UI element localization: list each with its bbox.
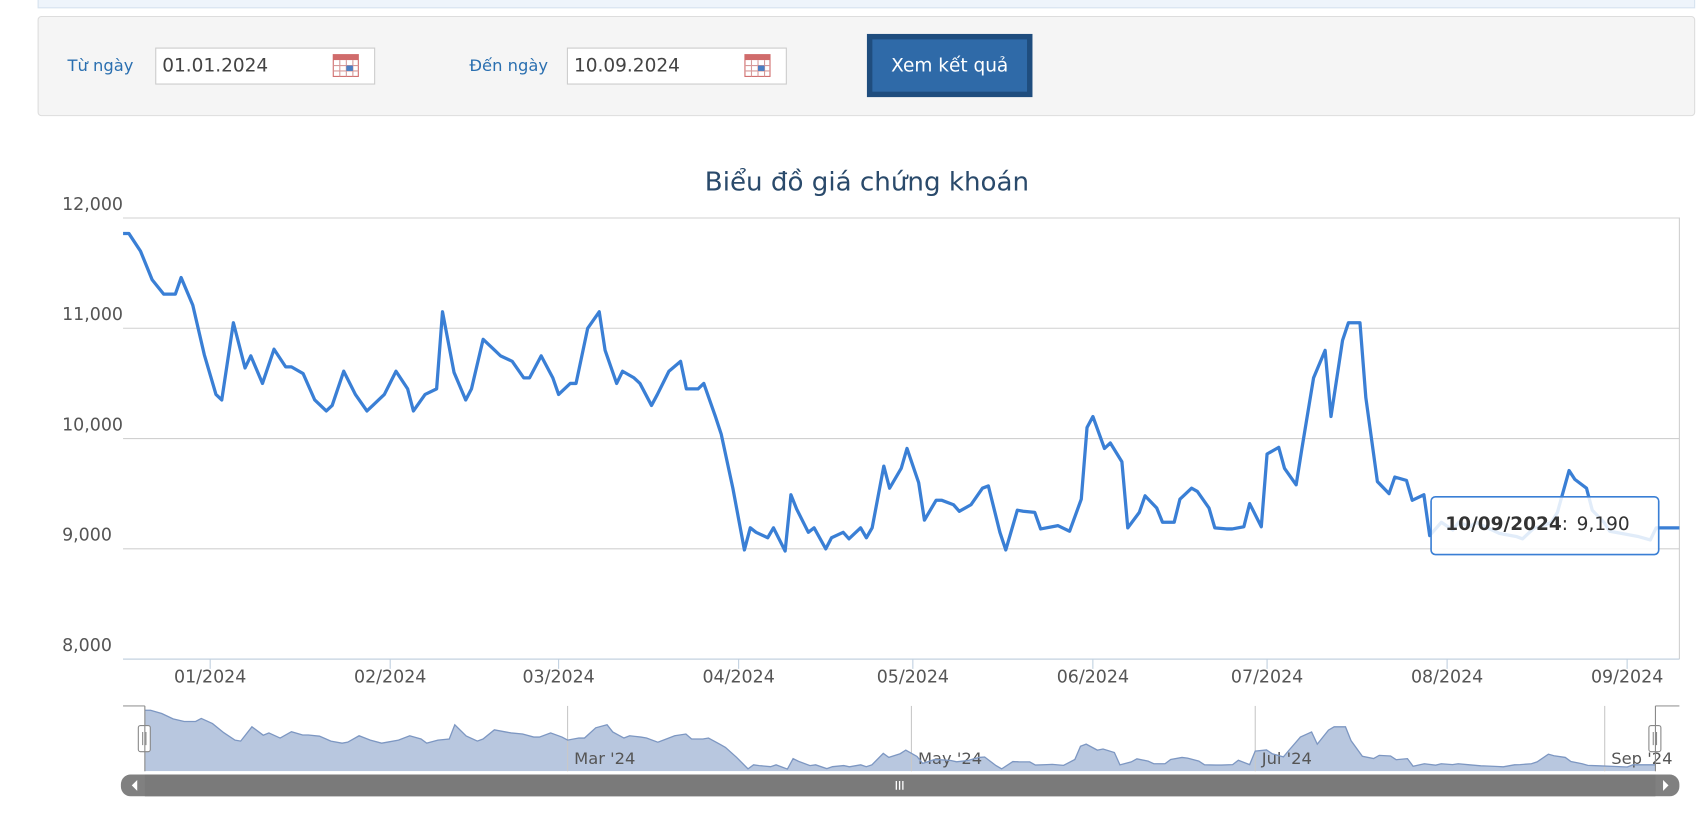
price-line [123,231,1680,553]
plot: 8,000 9,000 10,000 11,000 12,000 01/2024 02/20… [62,195,1680,688]
tooltip-date: 10/09/2024 [1445,514,1562,535]
tooltip-text: 10/09/2024: 9,190 [1445,514,1629,535]
tooltip-separator: : [1562,514,1568,535]
to-value: 10.09.2024 [574,56,680,77]
navigator-tick-label: May '24 [918,749,982,768]
from-value: 01.01.2024 [162,56,268,77]
tooltip-value: 9,190 [1577,514,1630,535]
y-tick-label: 11,000 [62,305,123,325]
navigator-handle[interactable] [137,705,151,772]
navigator-line [144,709,1656,770]
filter-panel [37,15,1696,117]
scrollbar[interactable] [120,774,1680,797]
x-tick-label: 09/2024 [1591,668,1663,688]
navigator-tick-label: Mar '24 [574,749,635,768]
submit-button-label: Xem kết quả [891,56,1008,77]
x-tick-label: 02/2024 [354,668,426,688]
submit-button-face [872,39,1028,92]
x-tick-label: 07/2024 [1231,668,1303,688]
tooltip: 10/09/2024: 9,190 [1430,495,1660,556]
y-tick-label: 10,000 [62,415,123,435]
to-label: Đến ngày [469,56,548,75]
navigator-tick-label: Sep '24 [1611,749,1672,768]
x-tick-label: 05/2024 [877,668,949,688]
top-strip [37,0,1696,9]
from-label: Từ ngày [67,56,134,75]
chart-title: Biểu đồ giá chứng khoán [705,167,1029,198]
y-tick-label: 12,000 [62,195,123,215]
x-tick-label: 01/2024 [174,668,246,688]
calendar-icon[interactable] [744,54,771,77]
x-tick-label: 04/2024 [702,668,774,688]
y-tick-label: 9,000 [62,526,112,546]
x-tick-label: 08/2024 [1411,668,1483,688]
tooltip-box [1430,495,1660,556]
navigator-area [144,710,1656,772]
navigator: Mar '24 May '24 Jul '24 Sep '24 [123,705,1680,772]
calendar-icon[interactable] [332,54,359,77]
x-tick-label: 03/2024 [522,668,594,688]
navigator-handle[interactable] [1648,705,1662,772]
y-tick-label: 8,000 [62,636,112,656]
x-tick-label: 06/2024 [1057,668,1129,688]
